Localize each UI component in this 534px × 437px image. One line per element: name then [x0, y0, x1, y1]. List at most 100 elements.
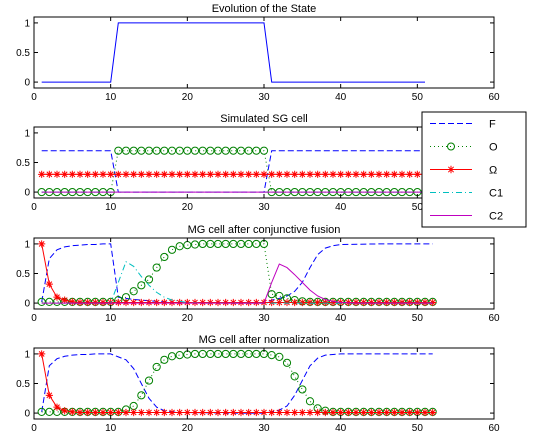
data-point-Omega [130, 408, 138, 417]
x-tick-label: 20 [182, 423, 194, 434]
data-point-Omega [390, 298, 398, 307]
subplot-title: Evolution of the State [212, 3, 317, 15]
x-tick-label: 40 [335, 202, 347, 213]
data-point-Omega [222, 170, 230, 178]
x-tick-label: 50 [412, 92, 424, 103]
data-point-Omega [153, 408, 161, 417]
data-point-Omega [91, 298, 99, 307]
axes-frame [33, 16, 495, 89]
data-point-Omega [298, 408, 306, 417]
series-line-O [41, 243, 433, 303]
data-point-Omega [413, 170, 421, 178]
data-point-Omega [199, 170, 207, 178]
data-point-Omega [352, 170, 360, 178]
data-point-Omega [145, 170, 153, 178]
x-tick-label: 20 [182, 313, 194, 324]
data-point-Omega [283, 170, 291, 178]
data-point-Omega [329, 298, 337, 307]
data-point-Omega [168, 408, 176, 417]
data-point-O [275, 352, 284, 361]
data-point-Omega [237, 298, 245, 307]
data-point-Omega [352, 298, 360, 307]
data-point-Omega [84, 298, 92, 307]
data-point-Omega [145, 408, 153, 417]
data-point-O [190, 146, 200, 155]
data-point-Omega [321, 408, 329, 417]
data-point-Omega [252, 408, 260, 417]
data-point-Omega [229, 408, 237, 417]
data-point-O [259, 146, 269, 155]
data-point-Omega [137, 408, 145, 417]
data-point-Omega [183, 170, 191, 178]
data-point-Omega [191, 408, 199, 417]
data-point-Omega [53, 403, 61, 411]
data-point-Omega [421, 408, 429, 417]
data-point-Omega [413, 298, 421, 307]
data-point-Omega [314, 298, 322, 307]
data-point-O [244, 146, 253, 155]
data-point-Omega [38, 350, 46, 358]
series-line-O [41, 353, 433, 413]
data-point-Omega [168, 170, 176, 178]
data-point-Omega [68, 298, 76, 306]
data-point-Omega [114, 408, 122, 417]
data-point-O [267, 351, 276, 360]
y-tick-label: 0 [24, 78, 30, 89]
data-point-Omega [45, 170, 53, 178]
data-point-O [183, 241, 192, 250]
data-point-O [190, 240, 200, 249]
data-point-Omega [375, 408, 383, 417]
x-tick-label: 50 [412, 202, 424, 213]
data-point-Omega [229, 170, 237, 178]
legend-entry: C2 [430, 211, 503, 223]
data-point-Omega [398, 408, 406, 417]
data-point-Omega [206, 170, 214, 178]
subplot-title: Simulated SG cell [220, 113, 307, 125]
data-point-Omega [283, 298, 291, 307]
series-line-Omega [41, 353, 433, 413]
data-point-Omega [298, 298, 306, 307]
series-line-C1 [41, 260, 433, 304]
data-point-Omega [137, 170, 145, 178]
data-point-Omega [390, 408, 398, 417]
data-point-O [144, 275, 154, 284]
legend-label: O [489, 142, 498, 154]
data-point-O [175, 351, 184, 360]
data-point-Omega [99, 170, 107, 178]
data-point-Omega [398, 298, 406, 307]
data-point-Omega [406, 408, 414, 417]
data-point-O [152, 146, 161, 155]
data-point-Omega [183, 298, 191, 307]
data-point-Omega [53, 170, 61, 178]
data-point-Omega [160, 298, 168, 307]
data-point-Omega [130, 170, 138, 178]
data-point-Omega [99, 298, 107, 307]
y-tick-label: 0 [24, 188, 30, 199]
x-tick-label: 30 [258, 313, 270, 324]
x-tick-label: 0 [31, 313, 37, 324]
x-tick-label: 30 [258, 423, 270, 434]
data-point-Omega [99, 408, 107, 417]
data-point-Omega [291, 170, 299, 178]
data-point-Omega [329, 408, 337, 417]
data-point-Omega [406, 170, 414, 178]
data-point-Omega [76, 170, 84, 178]
data-point-Omega [375, 170, 383, 178]
data-point-O [45, 297, 54, 306]
x-tick-label: 30 [258, 92, 270, 103]
data-point-Omega [168, 298, 176, 307]
series-line-C2 [41, 263, 433, 304]
data-point-Omega [383, 408, 391, 417]
data-point-Omega [268, 298, 276, 307]
data-point-O [167, 352, 177, 361]
y-tick-label: 0.5 [16, 158, 30, 169]
legend-entry: F [430, 119, 496, 131]
data-point-Omega [122, 408, 130, 417]
data-point-Omega [283, 408, 291, 417]
data-point-Omega [314, 170, 322, 178]
data-point-Omega [176, 408, 184, 417]
data-point-Omega [191, 170, 199, 178]
data-point-Omega [160, 170, 168, 178]
subplot-1: Evolution of the State 0 10 20 30 40 50 60 0 0.5 1 [16, 3, 500, 103]
